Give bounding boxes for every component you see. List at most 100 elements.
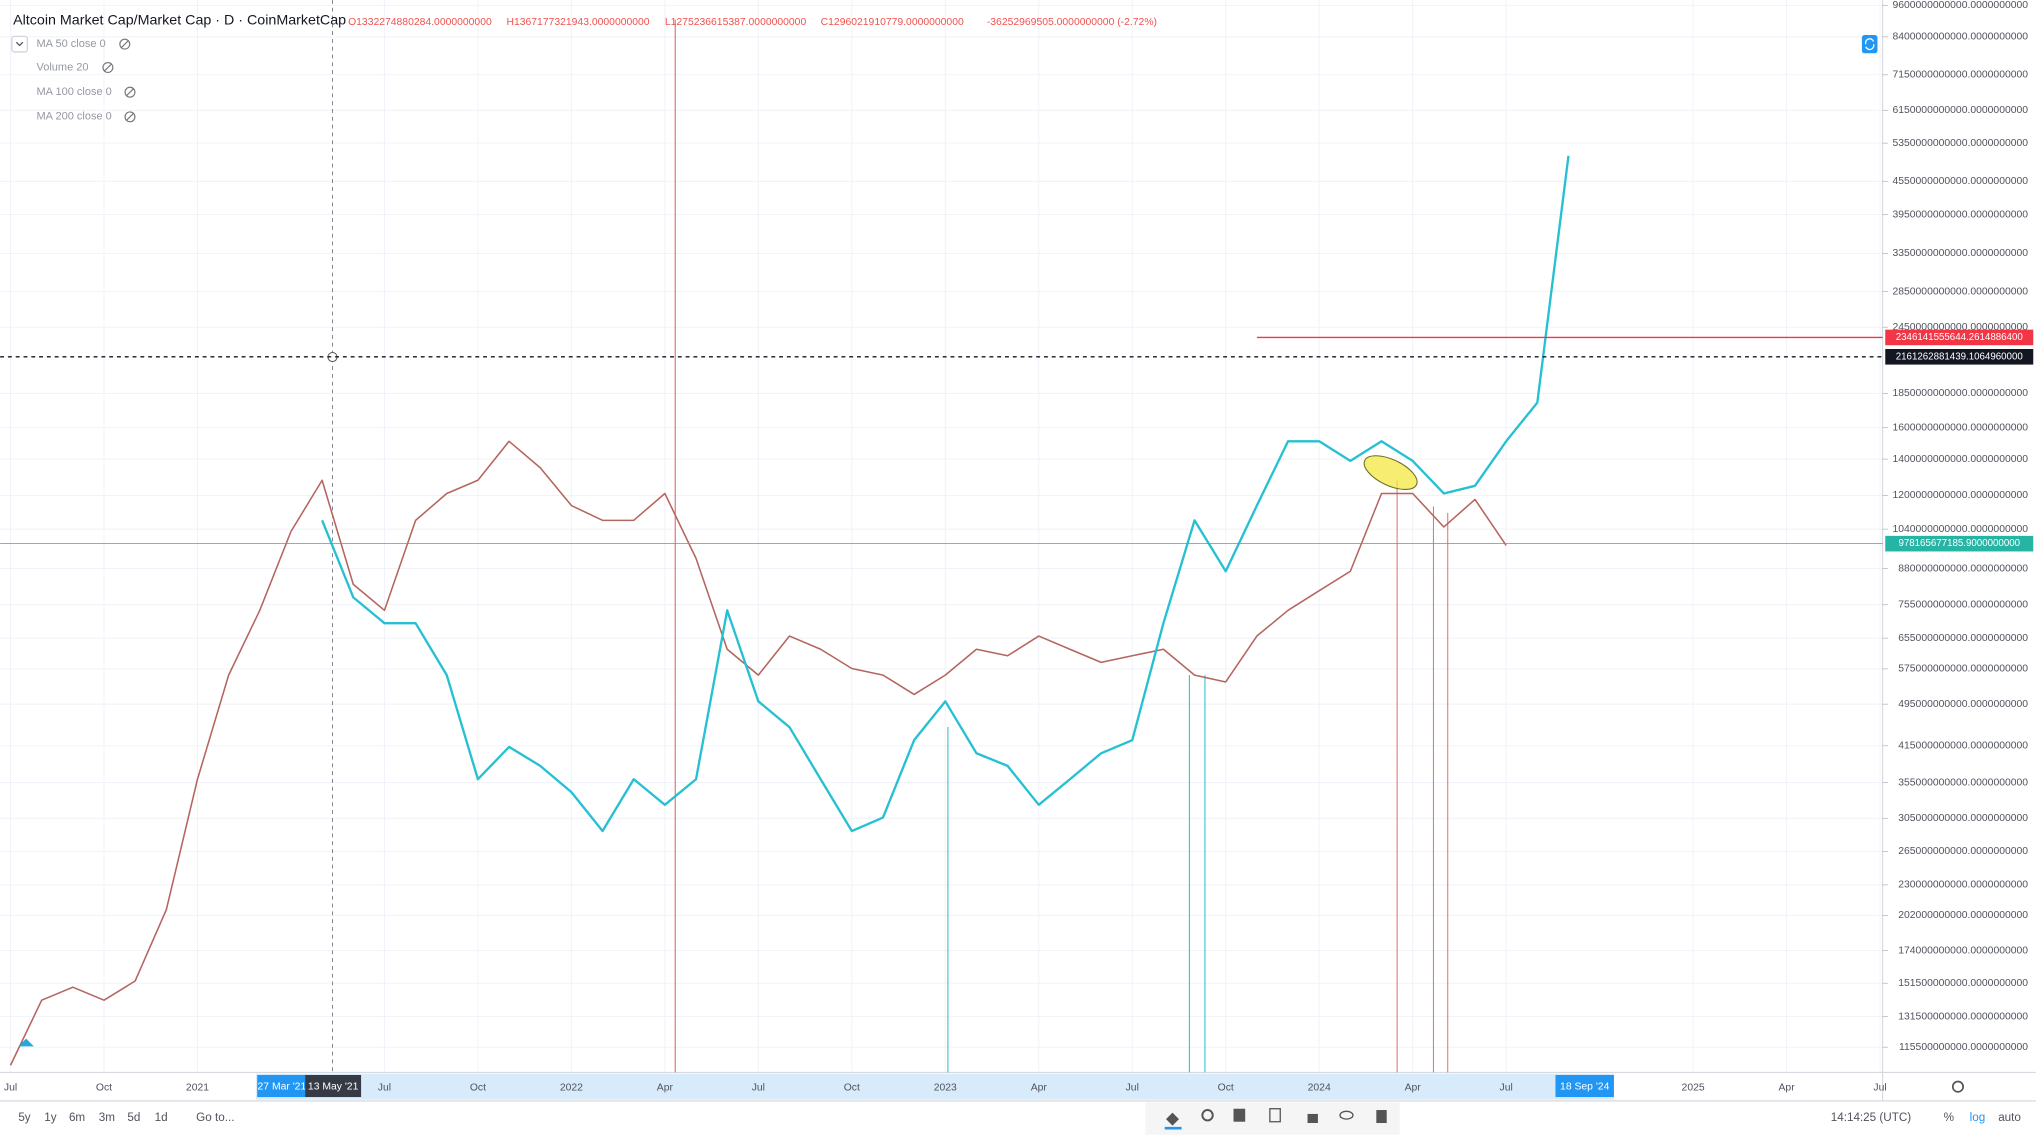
price-tag-label: 978165677185.9000000000 (1898, 538, 2020, 549)
y-tick-label: 355000000000.0000000000 (1898, 777, 2028, 788)
delete-icon[interactable] (1376, 1110, 1387, 1124)
date-tag-label: 27 Mar '21 (258, 1081, 307, 1092)
range-button[interactable]: 5d (127, 1111, 140, 1124)
settings-icon[interactable] (1201, 1109, 1214, 1122)
highlight-ellipse (1363, 455, 1418, 490)
hide-icon-slash (125, 112, 135, 122)
ohlc-value: H1367177321943.0000000000 (506, 17, 649, 28)
y-tick-label: 305000000000.0000000000 (1898, 813, 2028, 824)
y-tick-label: 5350000000000.0000000000 (1892, 138, 2028, 149)
hide-icon[interactable] (102, 61, 114, 74)
scale-button[interactable]: auto (1998, 1111, 2021, 1124)
template-icon[interactable] (1233, 1108, 1246, 1122)
price-tag (1885, 535, 2034, 552)
price-tag (1885, 349, 2034, 365)
series-line (321, 155, 1570, 833)
range-button[interactable]: 3m (99, 1111, 115, 1124)
indicator-list: MA 50 close 0 Volume 20 MA 100 close 0 MA 2… (36, 38, 136, 123)
x-tick-label: Jul (378, 1083, 391, 1094)
y-tick-label: 174000000000.0000000000 (1898, 945, 2028, 956)
chevron-icon (15, 41, 24, 47)
y-tick-label: 1850000000000.0000000000 (1892, 388, 2028, 399)
fill-icon[interactable] (1166, 1112, 1179, 1126)
hide-icon[interactable] (124, 86, 136, 98)
price-tag-label: 2161262881439.1064960000 (1896, 351, 2024, 362)
ohlc-value: -36252969505.0000000000 (-2.72%) (987, 17, 1157, 28)
x-tick-label: Oct (1218, 1083, 1234, 1094)
y-tick-label: 6150000000000.0000000000 (1892, 105, 2028, 116)
indicator-label[interactable]: MA 50 close 0 (36, 38, 105, 50)
y-tick-label: 575000000000.0000000000 (1898, 664, 2028, 675)
x-tick-label: Oct (96, 1083, 112, 1094)
x-tick-label: Jul (1126, 1083, 1139, 1094)
y-tick-label: 131500000000.0000000000 (1898, 1011, 2028, 1022)
y-tick-label: 755000000000.0000000000 (1898, 599, 2028, 610)
y-tick-label: 4550000000000.0000000000 (1892, 176, 2028, 187)
y-tick-label: 202000000000.0000000000 (1898, 910, 2028, 921)
x-tick-label: 2022 (560, 1083, 583, 1094)
y-tick-label: 1200000000000.0000000000 (1892, 490, 2028, 501)
y-tick-label: 3350000000000.0000000000 (1892, 248, 2028, 259)
x-tick-label: Oct (844, 1083, 860, 1094)
y-tick-label: 495000000000.0000000000 (1898, 699, 2028, 710)
time-selection (255, 1073, 1614, 1100)
x-tick-label: 2021 (186, 1083, 209, 1094)
range-buttons: 5y 1y 6m 3m 5d 1d (18, 1111, 167, 1124)
ohlc-legend: O1332274880284.0000000000 H1367177321943.… (348, 17, 1157, 28)
y-tick-label: 115500000000.0000000000 (1899, 1042, 2028, 1053)
axis-settings-icon[interactable] (1951, 1080, 1964, 1093)
x-tick-label: Apr (1405, 1083, 1422, 1094)
visibility-icon[interactable] (1339, 1110, 1354, 1120)
indicator-label[interactable]: MA 200 close 0 (36, 111, 111, 123)
y-tick-label: 3950000000000.0000000000 (1892, 209, 2028, 220)
goto-button[interactable]: Go to... (196, 1111, 234, 1124)
hide-icon-slash (120, 39, 130, 49)
y-tick-label: 2850000000000.0000000000 (1892, 286, 2028, 297)
price-tag-label: 2346141555644.2614886400 (1896, 332, 2024, 343)
scale-buttons: % log auto (1944, 1111, 2021, 1124)
x-tick-label: 2025 (1682, 1083, 1705, 1094)
series-line (9, 440, 1507, 1066)
range-button[interactable]: 6m (69, 1111, 85, 1124)
grid (0, 0, 1883, 1073)
indicator-label[interactable]: MA 100 close 0 (36, 86, 111, 98)
sync-button[interactable] (1861, 35, 1878, 54)
hide-icon-slash (125, 87, 135, 97)
drawing-toolbar (1145, 1102, 1400, 1135)
y-tick-label: 151500000000.0000000000 (1898, 978, 2028, 989)
range-button[interactable]: 5y (18, 1111, 30, 1124)
plot (0, 155, 1883, 1066)
lock-icon[interactable] (1307, 1113, 1318, 1124)
y-tick-label: 7150000000000.0000000000 (1892, 70, 2028, 81)
y-tick-label: 880000000000.0000000000 (1898, 563, 2028, 574)
scale-button[interactable]: % (1944, 1111, 1954, 1124)
date-tag-label: 18 Sep '24 (1560, 1081, 1610, 1092)
y-tick-label: 230000000000.0000000000 (1898, 880, 2028, 891)
range-button[interactable]: 1d (155, 1111, 168, 1124)
y-tick-label: 1600000000000.0000000000 (1892, 422, 2028, 433)
x-tick-label: Apr (657, 1083, 674, 1094)
x-tick-label: Jul (1873, 1083, 1886, 1094)
ohlc-value: C1296021910779.0000000000 (821, 17, 964, 28)
x-tick-label: Jul (4, 1083, 17, 1094)
clone-icon[interactable] (1269, 1108, 1281, 1123)
x-tick-label: Oct (470, 1083, 486, 1094)
hide-icon[interactable] (124, 111, 136, 123)
range-button[interactable]: 1y (44, 1111, 56, 1124)
indicator-label[interactable]: Volume 20 (36, 61, 88, 73)
collapse-button[interactable] (11, 35, 29, 53)
scale-button[interactable]: log (1970, 1111, 1986, 1124)
chart-title: Altcoin Market Cap/Market Cap · D · Coin… (13, 13, 346, 29)
date-tag (257, 1074, 307, 1098)
price-tag (1885, 329, 2034, 346)
x-tick-label: Apr (1031, 1083, 1048, 1094)
hide-icon[interactable] (119, 38, 131, 50)
ohlc-value: L1275236615387.0000000000 (665, 17, 807, 28)
date-tag (1555, 1074, 1614, 1098)
x-tick-label: Jul (1500, 1083, 1513, 1094)
y-tick-label: 655000000000.0000000000 (1898, 633, 2028, 644)
date-tag-label: 13 May '21 (308, 1081, 359, 1092)
logo-icon (18, 1038, 34, 1047)
